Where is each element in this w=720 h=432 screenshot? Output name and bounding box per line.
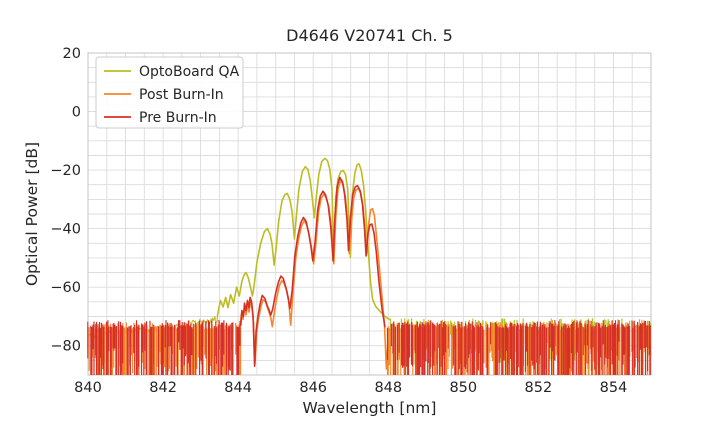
y-tick-label: 20: [63, 46, 81, 62]
x-tick-label: 850: [449, 380, 477, 396]
legend-label-post-burn-in: Post Burn-In: [139, 87, 224, 103]
series-lines: [87, 157, 652, 375]
y-axis-tick-labels: 20 0 −20 −40 −60 −80: [50, 46, 81, 355]
y-tick-label: 0: [72, 105, 81, 121]
series-pre-burn-in-line: [240, 176, 386, 367]
series-pre-burn-in-noise: [87, 320, 651, 375]
x-tick-label: 844: [224, 380, 252, 396]
chart-title: D4646 V20741 Ch. 5: [286, 26, 453, 45]
legend-label-optoboard-qa: OptoBoard QA: [139, 64, 240, 80]
plot-border: [87, 52, 652, 376]
x-tick-label: 842: [149, 380, 177, 396]
x-axis-label: Wavelength [nm]: [303, 399, 437, 417]
legend-label-pre-burn-in: Pre Burn-In: [139, 110, 217, 126]
x-axis-tick-labels: 840 842 844 846 848 850 852 854: [74, 380, 627, 396]
y-tick-label: −80: [50, 339, 81, 355]
x-tick-label: 852: [525, 380, 553, 396]
y-axis-label: Optical Power [dB]: [23, 142, 41, 286]
series-optoboard-qa-line: [216, 157, 390, 321]
legend-box: [95, 56, 244, 129]
x-tick-label: 846: [299, 380, 327, 396]
y-tick-label: −40: [50, 222, 81, 238]
y-tick-label: −20: [50, 163, 81, 179]
x-tick-label: 848: [374, 380, 402, 396]
legend: OptoBoard QA Post Burn-In Pre Burn-In: [95, 56, 244, 129]
y-tick-label: −60: [50, 280, 81, 296]
x-tick-label: 854: [600, 380, 628, 396]
x-tick-label: 840: [74, 380, 102, 396]
